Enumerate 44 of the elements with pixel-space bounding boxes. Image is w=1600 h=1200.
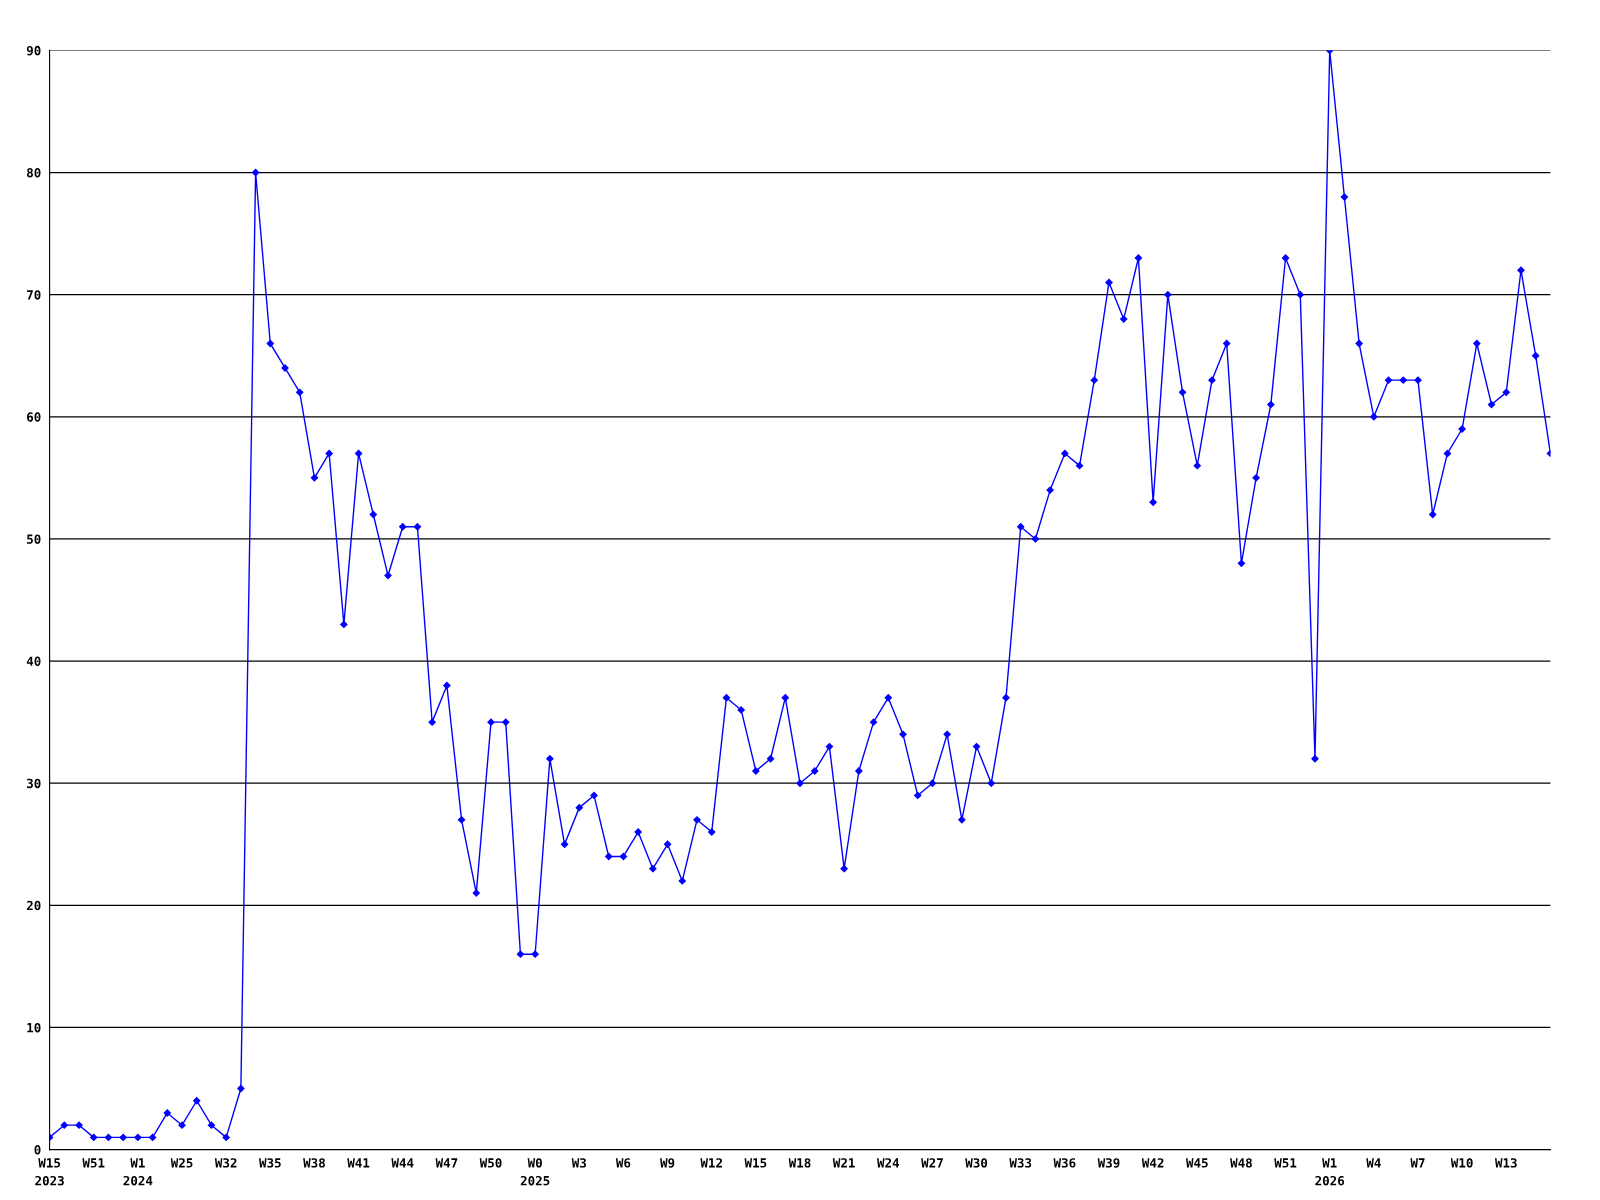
y-tick-label: 20: [26, 900, 41, 911]
x-tick-label: W24: [876, 1158, 900, 1168]
x-tick-label: W42: [1141, 1158, 1164, 1168]
x-tick-label: W21: [832, 1158, 855, 1168]
x-tick-label: W44: [391, 1158, 414, 1168]
x-tick-label: W4: [1366, 1158, 1381, 1168]
x-tick-label: W15 2023: [35, 1158, 64, 1186]
x-tick-label: W47: [435, 1158, 458, 1168]
x-tick-label: W1 2026: [1315, 1158, 1345, 1186]
x-tick-label: W3: [571, 1158, 587, 1168]
x-tick-label: W1 2024: [123, 1158, 153, 1186]
x-tick-label: W7: [1410, 1158, 1425, 1168]
x-tick-label: W48: [1230, 1158, 1252, 1168]
y-tick-label: 30: [26, 778, 41, 789]
x-tick-label: W50: [479, 1158, 502, 1168]
x-tick-label: W13: [1494, 1158, 1517, 1168]
x-tick-label: W32: [214, 1158, 237, 1168]
x-tick-label: W35: [259, 1158, 281, 1168]
y-tick-label: 70: [27, 290, 41, 300]
x-tick-label: W45: [1185, 1158, 1208, 1168]
x-tick-label: W25: [170, 1158, 193, 1168]
y-tick-label: 80: [27, 168, 41, 178]
y-tick-label: 60: [27, 412, 41, 422]
y-tick-label: 10: [27, 1022, 41, 1033]
x-tick-label: W12: [700, 1158, 722, 1168]
x-tick-label: W39: [1097, 1158, 1120, 1168]
y-tick-label: 50: [27, 534, 41, 544]
y-tick-label: 0: [34, 1145, 41, 1155]
x-tick-label: W10: [1450, 1158, 1473, 1168]
x-tick-label: W18: [788, 1158, 811, 1168]
y-tick-label: 90: [26, 45, 41, 56]
x-tick-label: W6: [615, 1158, 631, 1168]
x-tick-label: W30: [965, 1158, 988, 1168]
x-tick-label: W38: [303, 1158, 325, 1168]
x-tick-label: W51: [1274, 1158, 1297, 1168]
x-tick-label: W27: [921, 1158, 943, 1168]
x-tick-label: W0 2025: [520, 1158, 550, 1186]
x-tick-label: W9: [660, 1158, 675, 1168]
x-tick-label: W15: [744, 1158, 767, 1168]
x-tick-label: W51: [82, 1158, 105, 1168]
y-tick-label: 40: [26, 656, 41, 666]
x-tick-label: W36: [1053, 1158, 1076, 1168]
x-tick-label: W41: [347, 1158, 370, 1168]
x-tick-label: W33: [1009, 1158, 1032, 1168]
